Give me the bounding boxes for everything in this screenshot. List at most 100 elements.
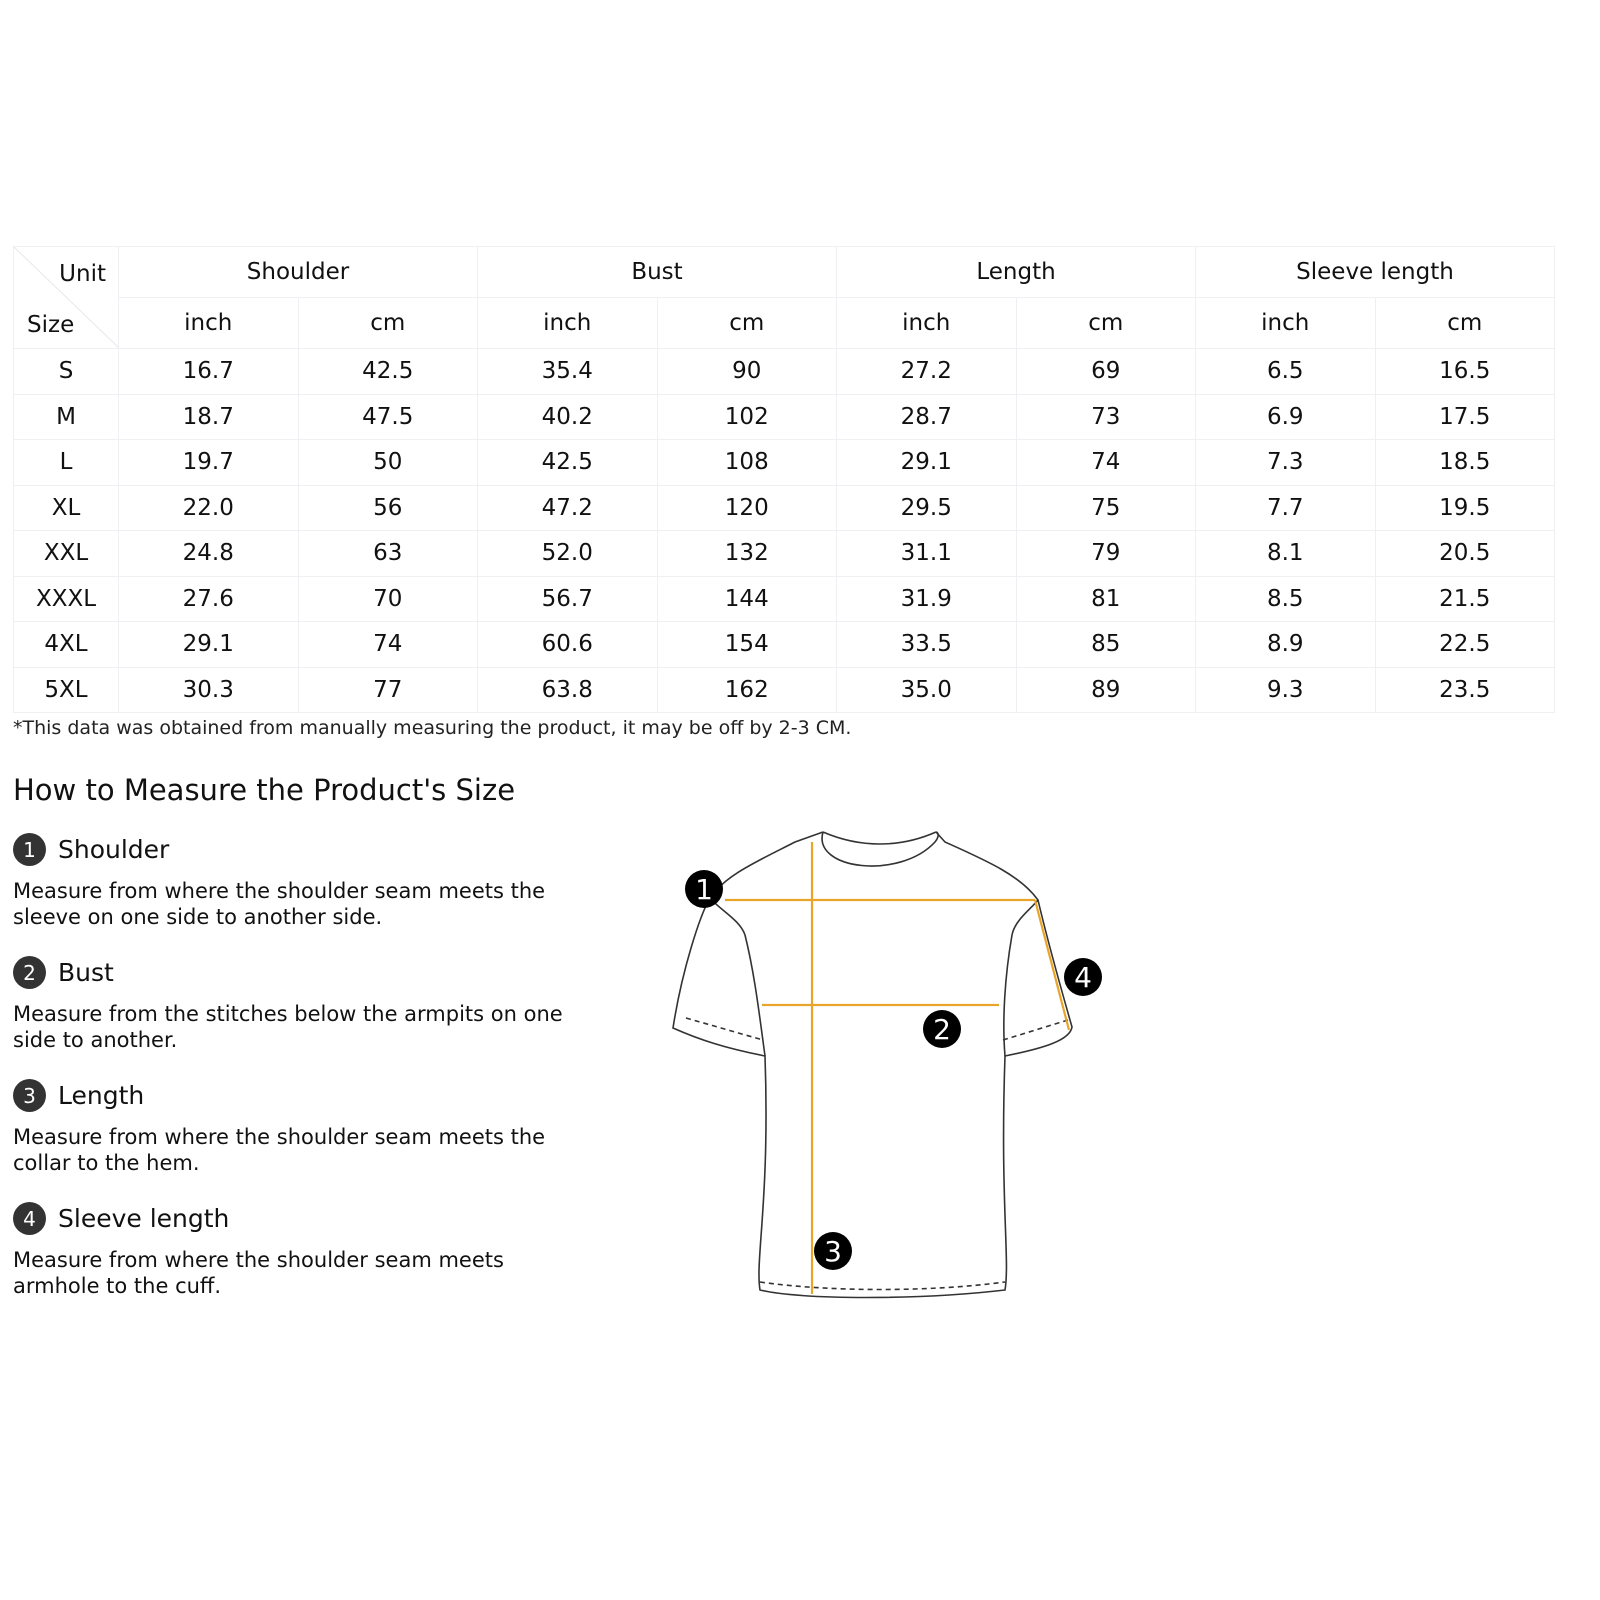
unit-header: inch: [1195, 297, 1376, 349]
size-cell: M: [13, 393, 119, 440]
value-cell: 16.7: [118, 348, 299, 395]
value-cell: 18.5: [1374, 439, 1555, 486]
howto-title: How to Measure the Product's Size: [13, 773, 516, 807]
value-cell: 7.3: [1195, 439, 1376, 486]
header-row-groups: Unit Size Shoulder Bust Length Sleeve le…: [13, 246, 1555, 349]
size-cell: XXL: [13, 530, 119, 577]
group-header: Bust: [477, 246, 837, 298]
size-cell: L: [13, 439, 119, 486]
value-cell: 30.3: [118, 666, 299, 713]
unit-header: cm: [656, 297, 837, 349]
value-cell: 50: [297, 439, 478, 486]
value-cell: 7.7: [1195, 484, 1376, 531]
value-cell: 29.1: [118, 621, 299, 668]
value-cell: 63.8: [477, 666, 658, 713]
table-row: XXXL 27.6 70 56.7 144 31.9 81 8.5 21.5: [13, 575, 1555, 622]
table-row: XXL 24.8 63 52.0 132 31.1 79 8.1 20.5: [13, 530, 1555, 577]
value-cell: 63: [297, 530, 478, 577]
howto-item-length: 3 Length Measure from where the shoulder …: [13, 1079, 573, 1176]
diagonal-divider: [14, 247, 119, 348]
size-cell: XXXL: [13, 575, 119, 622]
unit-header: inch: [836, 297, 1017, 349]
size-chart-table: Unit Size Shoulder Bust Length Sleeve le…: [13, 246, 1555, 713]
markers: 1 2 3 4: [685, 870, 1102, 1270]
value-cell: 35.0: [836, 666, 1017, 713]
unit-header: cm: [297, 297, 478, 349]
value-cell: 47.2: [477, 484, 658, 531]
header-row-units: inch cm inch cm inch cm inch cm: [14, 297, 1555, 349]
value-cell: 162: [656, 666, 837, 713]
unit-header: cm: [1015, 297, 1196, 349]
unit-label: Unit: [59, 261, 106, 287]
table-row: M 18.7 47.5 40.2 102 28.7 73 6.9 17.5: [13, 393, 1555, 440]
marker-3: 3: [814, 1232, 852, 1270]
value-cell: 56.7: [477, 575, 658, 622]
value-cell: 31.9: [836, 575, 1017, 622]
table-row: L 19.7 50 42.5 108 29.1 74 7.3 18.5: [13, 439, 1555, 486]
item-title: Bust: [58, 958, 114, 987]
group-header: Length: [836, 246, 1196, 298]
value-cell: 27.6: [118, 575, 299, 622]
number-badge: 2: [13, 956, 46, 989]
value-cell: 16.5: [1374, 348, 1555, 395]
value-cell: 42.5: [297, 348, 478, 395]
marker-1: 1: [685, 870, 723, 908]
value-cell: 35.4: [477, 348, 658, 395]
sleeve-line: [1033, 899, 1071, 1031]
value-cell: 120: [656, 484, 837, 531]
value-cell: 31.1: [836, 530, 1017, 577]
item-desc: Measure from where the shoulder seam mee…: [13, 879, 546, 929]
size-label: Size: [27, 312, 75, 338]
table-row: XL 22.0 56 47.2 120 29.5 75 7.7 19.5: [13, 484, 1555, 531]
value-cell: 69: [1015, 348, 1196, 395]
svg-text:1: 1: [695, 873, 713, 906]
value-cell: 77: [297, 666, 478, 713]
svg-text:2: 2: [933, 1013, 951, 1046]
value-cell: 70: [297, 575, 478, 622]
value-cell: 75: [1015, 484, 1196, 531]
value-cell: 154: [656, 621, 837, 668]
value-cell: 81: [1015, 575, 1196, 622]
value-cell: 22.5: [1374, 621, 1555, 668]
table-row: 5XL 30.3 77 63.8 162 35.0 89 9.3 23.5: [13, 666, 1555, 713]
corner-cell: Unit Size: [13, 246, 119, 349]
value-cell: 73: [1015, 393, 1196, 440]
unit-header: inch: [477, 297, 658, 349]
value-cell: 89: [1015, 666, 1196, 713]
value-cell: 102: [656, 393, 837, 440]
unit-header: cm: [1374, 297, 1555, 349]
value-cell: 6.5: [1195, 348, 1376, 395]
size-cell: 5XL: [13, 666, 119, 713]
value-cell: 19.7: [118, 439, 299, 486]
value-cell: 24.8: [118, 530, 299, 577]
howto-item-bust: 2 Bust Measure from the stitches below th…: [13, 956, 573, 1053]
value-cell: 20.5: [1374, 530, 1555, 577]
value-cell: 27.2: [836, 348, 1017, 395]
item-title: Sleeve length: [58, 1204, 230, 1233]
measurement-note: *This data was obtained from manually me…: [13, 717, 852, 739]
value-cell: 60.6: [477, 621, 658, 668]
svg-text:4: 4: [1074, 961, 1092, 994]
value-cell: 56: [297, 484, 478, 531]
measure-lines: [725, 842, 1071, 1294]
number-badge: 4: [13, 1202, 46, 1235]
number-badge: 1: [13, 833, 46, 866]
unit-header: inch: [118, 297, 299, 349]
howto-item-shoulder: 1 Shoulder Measure from where the shoulde…: [13, 833, 573, 930]
group-header: Sleeve length: [1195, 246, 1555, 298]
item-title: Shoulder: [58, 835, 170, 864]
value-cell: 8.9: [1195, 621, 1376, 668]
size-cell: 4XL: [13, 621, 119, 668]
value-cell: 33.5: [836, 621, 1017, 668]
item-title: Length: [58, 1081, 145, 1110]
value-cell: 108: [656, 439, 837, 486]
svg-text:3: 3: [824, 1235, 842, 1268]
value-cell: 22.0: [118, 484, 299, 531]
value-cell: 8.1: [1195, 530, 1376, 577]
marker-4: 4: [1064, 958, 1102, 996]
tshirt-outline: [672, 831, 1073, 1299]
value-cell: 17.5: [1374, 393, 1555, 440]
table-row: S 16.7 42.5 35.4 90 27.2 69 6.5 16.5: [13, 348, 1555, 395]
value-cell: 29.1: [836, 439, 1017, 486]
